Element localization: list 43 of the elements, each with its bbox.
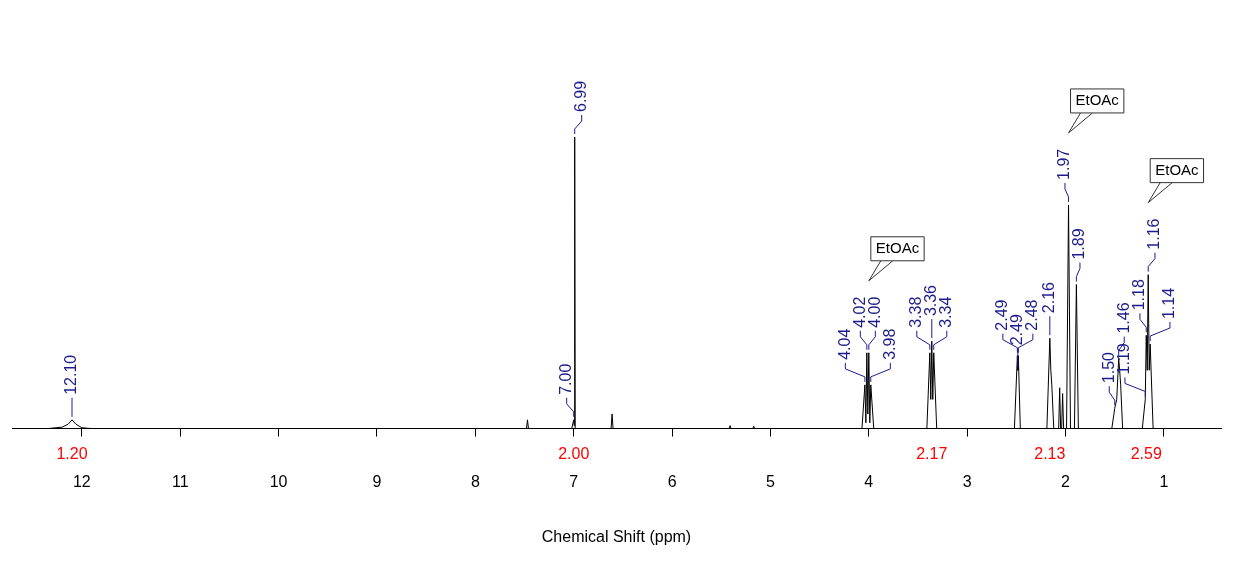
annotation: 3.98 — [880, 328, 898, 360]
annotation: 1.16 — [1145, 218, 1163, 250]
annotation: 3.36 — [922, 284, 940, 317]
annotation: 2.49 — [993, 299, 1011, 331]
annotation: EtOAc — [875, 238, 920, 256]
x-tick-label: 3 — [962, 472, 972, 490]
x-axis-title: Chemical Shift (ppm) — [541, 527, 692, 545]
annotation: 3.34 — [937, 296, 955, 328]
annotation: 6.99 — [572, 80, 590, 112]
x-tick-label: 11 — [171, 472, 189, 490]
annotation: 7.00 — [557, 363, 575, 395]
x-tick-label: 4 — [864, 472, 874, 490]
x-tick-label: 8 — [470, 472, 480, 490]
text: 2.59 — [1130, 445, 1162, 463]
x-tick-label: 7 — [569, 472, 579, 490]
annotation: EtOAc — [1155, 160, 1200, 178]
annotation: 1.50 — [1099, 351, 1117, 384]
text: 2.13 — [1034, 445, 1066, 463]
annotation: 1.89 — [1070, 228, 1088, 260]
annotation: 4.04 — [835, 328, 853, 360]
annotation: 1.97 — [1055, 148, 1073, 180]
x-tick-label: 9 — [372, 472, 382, 490]
text: 2.00 — [558, 445, 590, 463]
annotation: 2.16 — [1040, 281, 1058, 314]
text: 1.20 — [56, 445, 88, 463]
x-tick-label: 1 — [1159, 472, 1169, 490]
annotation: 1.14 — [1160, 287, 1178, 320]
x-tick-label: 6 — [667, 472, 677, 490]
x-tick-label: 10 — [269, 472, 288, 490]
x-tick-label: 2 — [1061, 472, 1071, 490]
annotation: 2.48 — [1023, 299, 1041, 331]
annotation: 1.46 — [1114, 302, 1132, 334]
x-tick-label: 12 — [72, 472, 91, 490]
annotation: 4.00 — [865, 296, 883, 328]
text: EtOAc — [1075, 91, 1120, 109]
annotation: 4.02 — [850, 296, 868, 328]
annotation: 2.49 — [1008, 314, 1026, 346]
annotation: 1.19 — [1115, 343, 1133, 375]
annotation: 3.38 — [907, 296, 925, 328]
text: 2.17 — [916, 445, 948, 463]
annotation: 1.18 — [1130, 279, 1148, 311]
x-tick-label: 5 — [766, 472, 775, 490]
annotation: 12.10 — [62, 354, 80, 395]
